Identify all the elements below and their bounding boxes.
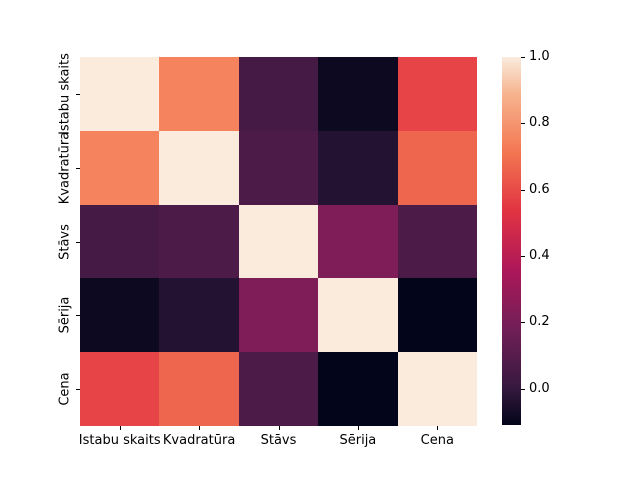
y-tick-mark bbox=[76, 241, 80, 243]
colorbar-tick-mark bbox=[521, 123, 525, 125]
heatmap-cell-r0c4 bbox=[397, 57, 477, 131]
colorbar-tick-label: 0.4 bbox=[529, 248, 550, 264]
heatmap-cell-r2c3 bbox=[318, 204, 398, 279]
heatmap-cell-r0c1 bbox=[159, 57, 239, 131]
y-tick-label: Kvadratūra bbox=[57, 131, 73, 204]
y-tick-label: Sērija bbox=[57, 296, 73, 334]
colorbar-tick-label: 0.0 bbox=[529, 380, 550, 396]
heatmap-cell-r2c0 bbox=[80, 204, 160, 279]
colorbar-tick-label: 1.0 bbox=[529, 49, 550, 65]
y-tick-label: Stāvs bbox=[57, 223, 73, 260]
x-tick-label: Stāvs bbox=[260, 433, 297, 448]
heatmap-cell-r2c2 bbox=[238, 204, 319, 279]
heatmap-cell-r3c0 bbox=[80, 278, 160, 353]
colorbar-tick-mark bbox=[521, 255, 525, 257]
y-tick-label: Cena bbox=[57, 372, 73, 406]
colorbar-tick-label: 0.2 bbox=[529, 314, 550, 330]
colorbar bbox=[502, 57, 521, 425]
heatmap-plot-area bbox=[80, 57, 477, 426]
heatmap-cell-r1c3 bbox=[318, 130, 398, 205]
heatmap-cell-r2c1 bbox=[159, 204, 239, 279]
heatmap-cell-r3c4 bbox=[397, 278, 477, 353]
y-tick-label: Istabu skaits bbox=[57, 52, 73, 135]
colorbar-tick-label: 0.6 bbox=[529, 181, 550, 197]
heatmap-cell-r4c2 bbox=[238, 352, 319, 426]
heatmap-cell-r3c1 bbox=[159, 278, 239, 353]
heatmap-cell-r4c3 bbox=[318, 352, 398, 426]
colorbar-tick-mark bbox=[521, 388, 525, 390]
x-tick-label: Sērija bbox=[339, 433, 377, 448]
heatmap-cell-r3c2 bbox=[238, 278, 319, 353]
heatmap-cell-r2c4 bbox=[397, 204, 477, 279]
x-tick-mark bbox=[357, 426, 359, 430]
heatmap-cell-r1c0 bbox=[80, 130, 160, 205]
y-tick-mark bbox=[76, 389, 80, 391]
x-tick-label: Kvadratūra bbox=[162, 433, 236, 448]
heatmap-cell-r1c2 bbox=[238, 130, 319, 205]
heatmap-cell-r0c3 bbox=[318, 57, 398, 131]
x-tick-mark bbox=[278, 426, 280, 430]
x-tick-mark bbox=[119, 426, 121, 430]
y-tick-mark bbox=[76, 315, 80, 317]
heatmap-cell-r1c1 bbox=[159, 130, 239, 205]
heatmap-cell-r4c0 bbox=[80, 352, 160, 426]
x-tick-label: Cena bbox=[420, 433, 454, 448]
x-tick-mark bbox=[437, 426, 439, 430]
x-tick-label: Istabu skaits bbox=[78, 433, 161, 448]
heatmap-cell-r0c2 bbox=[238, 57, 319, 131]
x-tick-mark bbox=[199, 426, 201, 430]
y-tick-mark bbox=[76, 167, 80, 169]
y-tick-mark bbox=[76, 93, 80, 95]
colorbar-tick-mark bbox=[521, 322, 525, 324]
colorbar-tick-mark bbox=[521, 189, 525, 191]
colorbar-tick-mark bbox=[521, 57, 525, 58]
colorbar-tick-label: 0.8 bbox=[529, 115, 550, 131]
heatmap-cell-r4c4 bbox=[397, 352, 477, 426]
heatmap-cell-r4c1 bbox=[159, 352, 239, 426]
heatmap-cell-r3c3 bbox=[318, 278, 398, 353]
heatmap-cell-r0c0 bbox=[80, 57, 160, 131]
heatmap-cell-r1c4 bbox=[397, 130, 477, 205]
